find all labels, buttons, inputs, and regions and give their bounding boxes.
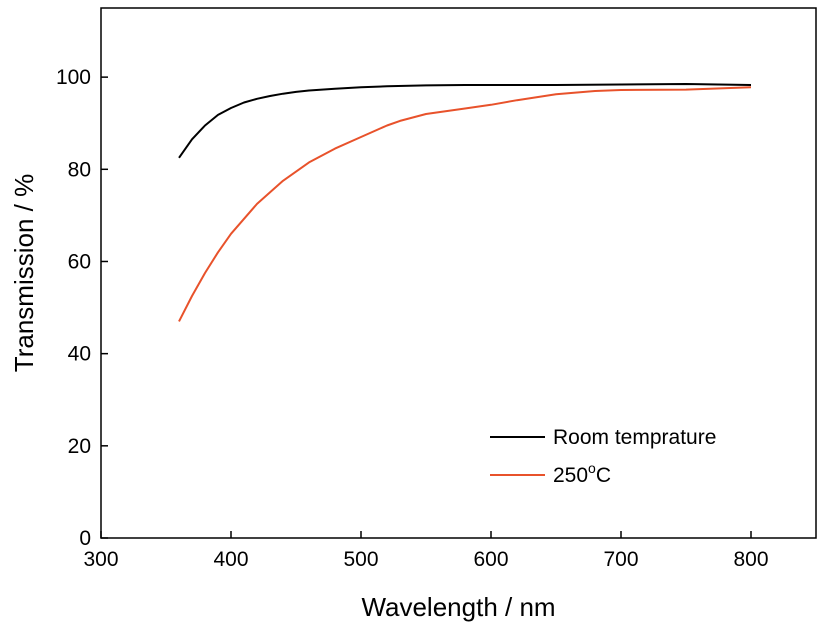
plot-frame <box>100 7 817 539</box>
y-tick-label: 100 <box>56 66 91 89</box>
x-tick-label: 300 <box>83 548 118 571</box>
x-tick-label: 600 <box>473 548 508 571</box>
y-axis-ticks: 0 20 40 60 80 100 <box>56 66 108 550</box>
x-tick-label: 700 <box>603 548 638 571</box>
series-line-1 <box>178 86 752 322</box>
y-tick-label: 20 <box>68 435 91 458</box>
y-tick-label: 80 <box>68 158 91 181</box>
legend-label-room-temperature: Room temprature <box>553 426 716 449</box>
x-axis-ticks: 300 400 500 600 700 800 <box>83 531 769 571</box>
plot-lines <box>178 83 752 322</box>
x-tick-label: 500 <box>343 548 378 571</box>
legend-label-250c-number: 250 <box>553 464 588 487</box>
x-tick-label: 400 <box>213 548 248 571</box>
legend-label-250c: 250oC <box>553 460 611 487</box>
y-axis-title: Transmission / % <box>9 174 39 372</box>
legend: Room temprature 250oC <box>490 426 716 487</box>
x-tick-label: 800 <box>733 548 768 571</box>
y-tick-label: 0 <box>79 527 91 550</box>
y-tick-label: 40 <box>68 343 91 366</box>
y-tick-label: 60 <box>68 250 91 273</box>
legend-label-250c-unit: C <box>596 464 611 487</box>
series-line-0 <box>178 83 752 159</box>
legend-label-250c-degree: o <box>588 460 596 476</box>
x-axis-title: Wavelength / nm <box>361 592 555 622</box>
